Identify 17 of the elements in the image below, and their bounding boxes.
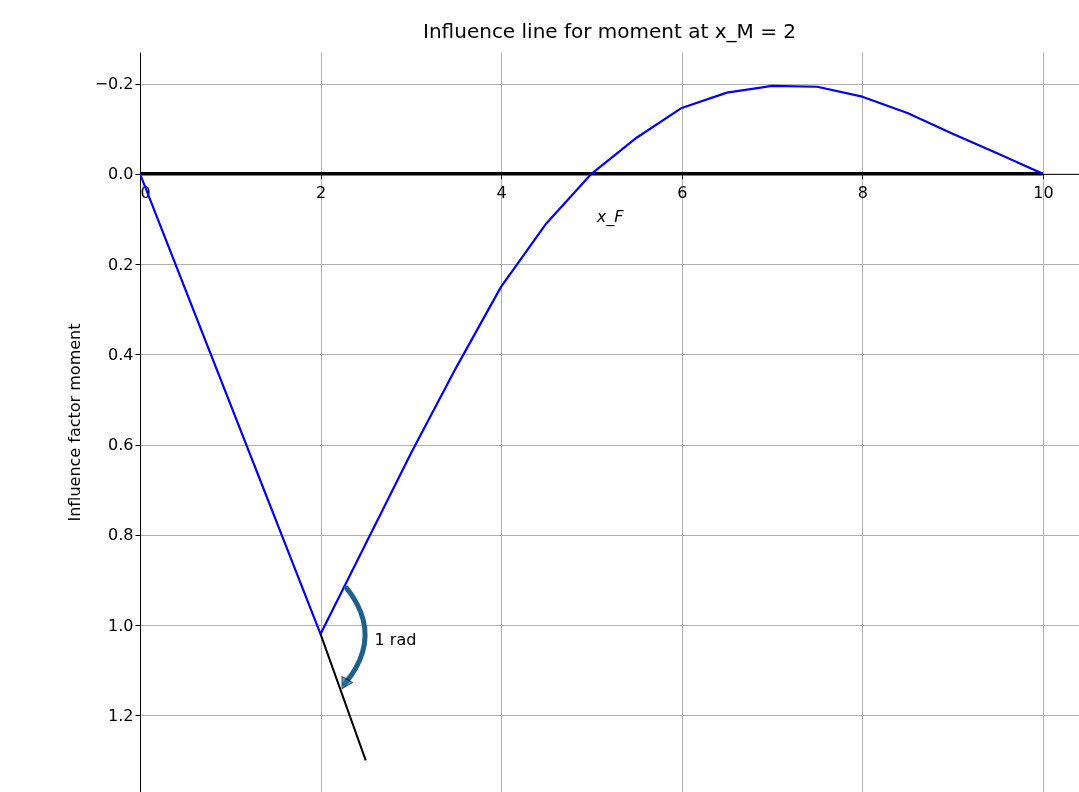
chart-title: Influence line for moment at x_M = 2 — [423, 19, 796, 43]
y-tick-label: 0.2 — [108, 254, 134, 274]
y-tick-label: 1.0 — [108, 615, 134, 635]
x-tick-label: 8 — [857, 183, 868, 203]
y-axis-title: Influence factor moment — [64, 323, 84, 522]
annotation: 1 rad — [374, 630, 417, 650]
y-tick-label: 1.2 — [108, 705, 134, 725]
x-tick-label: 10 — [1033, 183, 1054, 203]
y-tick-label: 0.6 — [108, 435, 134, 455]
x-axis-title: x_F — [595, 207, 625, 228]
y-tick-label: 0.8 — [108, 525, 134, 545]
x-tick-label: 6 — [677, 183, 688, 203]
x-tick-label: 2 — [315, 183, 327, 203]
y-tick-label: −0.2 — [94, 74, 134, 94]
y-tick-label: 0.0 — [108, 164, 134, 184]
x-tick-label: 4 — [496, 183, 507, 203]
y-tick-label: 0.4 — [108, 344, 134, 364]
